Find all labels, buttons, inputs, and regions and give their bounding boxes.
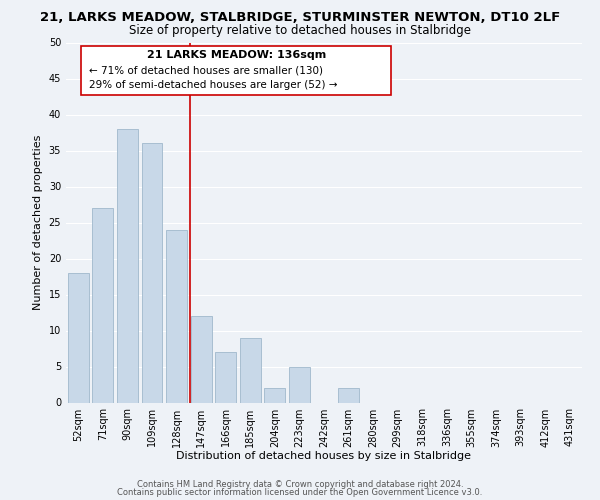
Bar: [289, 366, 310, 402]
Bar: [142, 144, 163, 402]
X-axis label: Distribution of detached houses by size in Stalbridge: Distribution of detached houses by size …: [176, 451, 472, 461]
Bar: [68, 273, 89, 402]
Bar: [215, 352, 236, 403]
Text: ← 71% of detached houses are smaller (130): ← 71% of detached houses are smaller (13…: [89, 66, 323, 76]
Text: Size of property relative to detached houses in Stalbridge: Size of property relative to detached ho…: [129, 24, 471, 37]
Y-axis label: Number of detached properties: Number of detached properties: [33, 135, 43, 310]
Text: Contains public sector information licensed under the Open Government Licence v3: Contains public sector information licen…: [118, 488, 482, 497]
Bar: [92, 208, 113, 402]
Text: 29% of semi-detached houses are larger (52) →: 29% of semi-detached houses are larger (…: [89, 80, 338, 90]
Bar: [191, 316, 212, 402]
Text: 21 LARKS MEADOW: 136sqm: 21 LARKS MEADOW: 136sqm: [146, 50, 326, 60]
Bar: [338, 388, 359, 402]
FancyBboxPatch shape: [82, 46, 391, 94]
Bar: [117, 129, 138, 402]
Bar: [265, 388, 286, 402]
Text: 21, LARKS MEADOW, STALBRIDGE, STURMINSTER NEWTON, DT10 2LF: 21, LARKS MEADOW, STALBRIDGE, STURMINSTE…: [40, 11, 560, 24]
Bar: [166, 230, 187, 402]
Text: Contains HM Land Registry data © Crown copyright and database right 2024.: Contains HM Land Registry data © Crown c…: [137, 480, 463, 489]
Bar: [240, 338, 261, 402]
